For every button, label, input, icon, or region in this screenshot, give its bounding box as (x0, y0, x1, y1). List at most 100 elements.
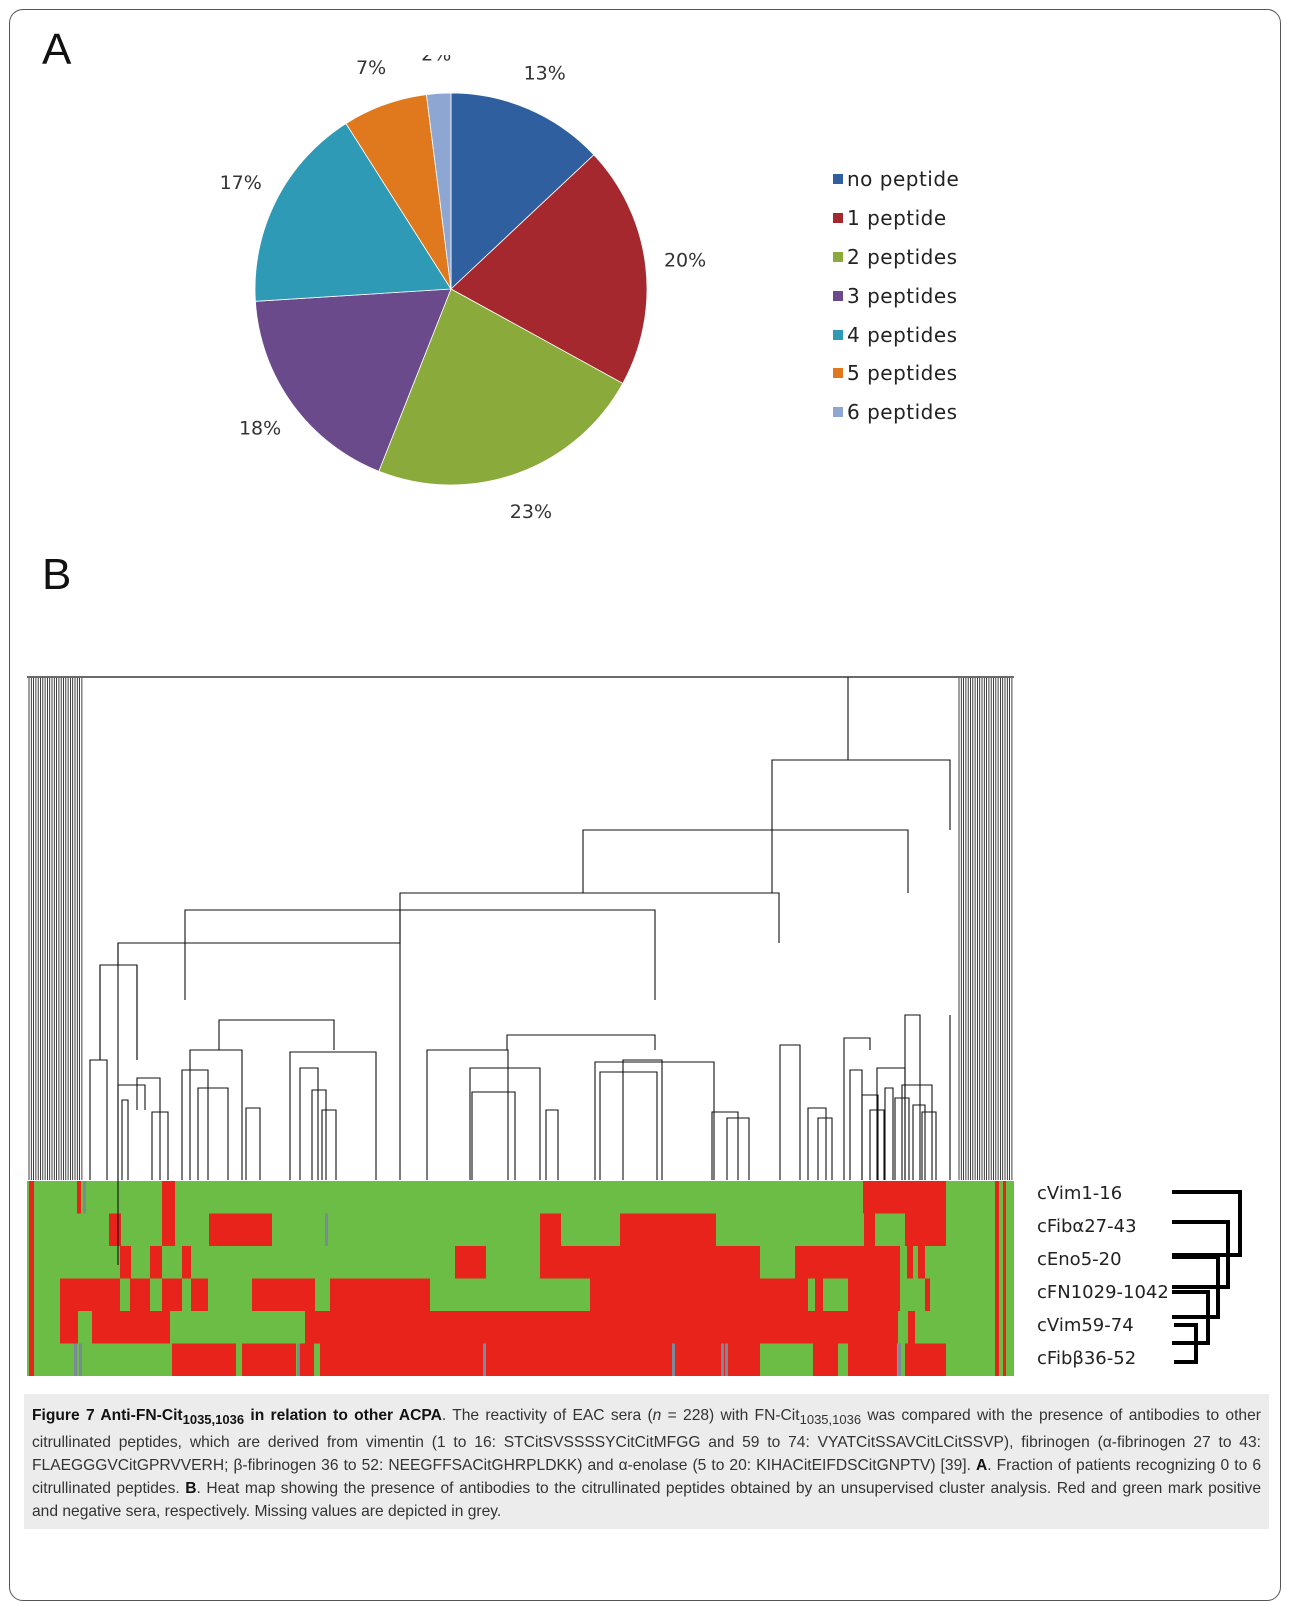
legend-label-6: 6 peptides (847, 400, 958, 425)
legend-swatch-2 (833, 251, 843, 262)
caption-body-sub: 1035,1036 (799, 1412, 862, 1428)
heatmap-positive-r5-6 (848, 1343, 897, 1376)
caption-a-text: . Fraction of patients recognizing 0 to … (32, 1457, 1261, 1498)
pie-slice-3 (254, 288, 452, 472)
heatmap-missing-5 (483, 1343, 486, 1376)
dendro-m3 (469, 1067, 541, 1180)
heatmap-row-labels: cVim1-16 cFibα27-43 cEno5-20 cFN1029-1042 cV… (1037, 1180, 1169, 1378)
heatmap-positive-r3-12 (1003, 1278, 1006, 1311)
heatmap-positive-r4-5 (995, 1311, 999, 1344)
dendro-l10 (245, 1107, 261, 1180)
heatmap-positive-r3-5 (252, 1278, 315, 1311)
legend-swatch-0 (833, 174, 843, 185)
dendro-m9 (711, 1111, 739, 1180)
heatmap-positive-r3-3 (162, 1278, 182, 1311)
dendro-r12 (901, 1084, 933, 1180)
heatmap-positive-r1-1 (109, 1213, 121, 1246)
dendro-r4 (843, 1037, 871, 1180)
heatmap-positive-r1-3 (209, 1213, 272, 1246)
heatmap-positive-r3-0 (29, 1278, 34, 1311)
dendro-r14 (921, 1111, 937, 1180)
caption-title: Figure 7 Anti-FN-Cit (32, 1407, 183, 1424)
heatmap-positive-r1-4 (540, 1213, 561, 1246)
heatmap-positive-r5-8 (995, 1343, 999, 1376)
heatmap-positive-r3-7 (590, 1278, 808, 1311)
dendro-r8 (876, 1067, 906, 1180)
dendro-link-e (582, 829, 909, 893)
heatmap-positive-r1-0 (29, 1213, 34, 1246)
heatmap-row-label-3: cFN1029-1042 (1037, 1282, 1169, 1303)
dendro-r11 (904, 1014, 921, 1180)
dendro-l12 (299, 1067, 319, 1180)
heatmap-positive-r0-2 (162, 1181, 175, 1214)
heatmap-positive-r2-2 (150, 1246, 162, 1279)
heatmap-positive-r1-6 (864, 1213, 875, 1246)
heatmap-missing-6 (672, 1343, 675, 1376)
pie-slice-1 (450, 154, 648, 384)
heatmap-missing-4 (297, 1343, 300, 1376)
row-dendro-5 (1172, 1190, 1242, 1257)
heatmap-positive-r3-11 (995, 1278, 999, 1311)
heatmap-positive-r1-5 (620, 1213, 716, 1246)
pie-slice-6 (425, 92, 452, 290)
legend-label-4: 4 peptides (847, 322, 958, 347)
caption-body-2: = 228) with FN-Cit (661, 1407, 800, 1424)
legend-label-2: 2 peptides (847, 244, 958, 269)
dendro-r1 (779, 1044, 801, 1180)
heatmap-positive-r2-10 (1003, 1246, 1006, 1279)
dendro-r5 (849, 1069, 863, 1180)
dendro-l5 (151, 1111, 169, 1180)
legend-swatch-6 (833, 407, 843, 418)
dendro-link-f (771, 759, 951, 830)
heatmap-positive-r4-2 (92, 1311, 170, 1344)
pie-slice-label-6: 2% (421, 55, 451, 66)
heatmap-positive-r2-0 (29, 1246, 34, 1279)
heatmap-positive-r2-5 (540, 1246, 760, 1279)
caption-a-label: A (975, 1457, 988, 1475)
pie-slice-label-3: 18% (239, 418, 281, 440)
heatmap-positive-r5-4 (320, 1343, 760, 1376)
dendro-r3 (817, 1117, 833, 1180)
heatmap-positive-r5-7 (905, 1343, 946, 1376)
dendro-l9 (197, 1087, 229, 1180)
pie-slice-4 (254, 122, 452, 302)
legend-swatch-5 (833, 368, 843, 379)
heatmap-positive-r5-3 (300, 1343, 314, 1376)
heatmap-positive-r2-8 (918, 1246, 925, 1279)
dendro-m5 (545, 1109, 559, 1180)
pie-slice-label-2: 23% (510, 501, 552, 523)
heatmap-row-label-1: cFibα27-43 (1037, 1216, 1137, 1237)
caption-title-tail: in relation to other ACPA (244, 1407, 442, 1424)
heatmap-positive-r4-3 (305, 1311, 898, 1344)
heatmap-positive-r2-6 (795, 1246, 900, 1279)
heatmap-positive-r2-3 (182, 1246, 191, 1279)
heatmap-positive-r1-9 (1003, 1213, 1006, 1246)
heatmap-positive-r2-4 (455, 1246, 486, 1279)
heatmap-row-label-0: cVim1-16 (1037, 1183, 1123, 1204)
legend-label-5: 5 peptides (847, 361, 958, 386)
heatmap-row-label-2: cEno5-20 (1037, 1249, 1122, 1270)
dendro-l1 (89, 1059, 108, 1180)
heatmap-missing-2 (74, 1343, 77, 1376)
legend-item-5: 5 peptides (833, 354, 959, 393)
legend-item-1: 1 peptide (833, 199, 959, 238)
legend-item-2: 2 peptides (833, 238, 959, 277)
pie-slice-0 (450, 92, 595, 290)
heatmap-positive-r5-2 (242, 1343, 296, 1376)
heatmap-positive-r0-1 (77, 1181, 81, 1214)
heatmap-positive-r0-5 (1003, 1181, 1006, 1214)
heatmap-positive-r4-6 (1003, 1311, 1006, 1344)
dendro-link-d (399, 892, 780, 943)
heatmap-positive-r3-2 (130, 1278, 150, 1311)
heatmap-row-label-5: cFibβ36-52 (1037, 1348, 1137, 1369)
heatmap-positive-r0-0 (29, 1181, 34, 1214)
heatmap-missing-1 (325, 1213, 328, 1246)
pie-slice-2 (378, 288, 624, 486)
heatmap-positive-r3-10 (925, 1278, 930, 1311)
heatmap-positive-r5-5 (813, 1343, 838, 1376)
caption-title-sub: 1035,1036 (182, 1412, 245, 1428)
figure-caption: Figure 7 Anti-FN-Cit1035,1036 in relatio… (24, 1394, 1269, 1530)
dendro-l8 (181, 1069, 209, 1180)
heatmap-positive-r1-7 (905, 1213, 946, 1246)
dendro-r2 (807, 1107, 827, 1180)
